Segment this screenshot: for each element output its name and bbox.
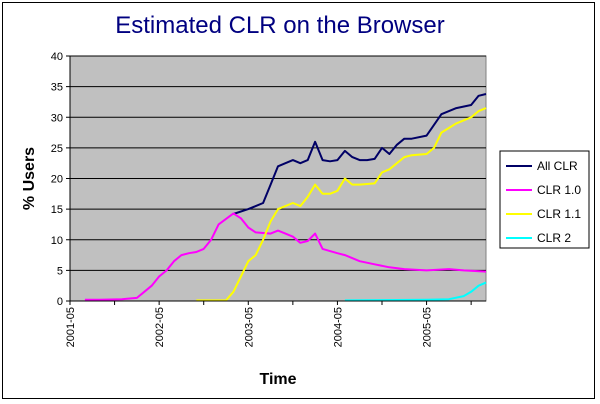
y-tick-label: 10	[51, 235, 63, 247]
legend-label: CLR 1.0	[537, 183, 581, 197]
legend-label: CLR 2	[537, 231, 571, 245]
series-line-clr-1-0	[84, 212, 487, 301]
y-tick-label: 25	[51, 143, 63, 155]
y-tick-label: 0	[57, 296, 63, 308]
x-tick-label: 2005-05	[422, 307, 434, 347]
legend-box	[499, 150, 590, 249]
series-line-clr-2	[344, 281, 487, 302]
y-tick-label: 35	[51, 82, 63, 94]
y-axis-label: % Users	[21, 147, 38, 210]
legend-label: CLR 1.1	[537, 207, 581, 221]
x-tick-label: 2004-05	[332, 307, 344, 347]
y-tick-label: 20	[51, 174, 63, 186]
series-line-clr-1-1	[196, 107, 487, 302]
y-tick-label: 5	[57, 265, 63, 277]
x-tick-label: 2001-05	[65, 307, 77, 347]
y-tick-label: 30	[51, 112, 63, 124]
x-tick-label: 2003-05	[243, 307, 255, 347]
series-line-all-clr	[233, 93, 487, 215]
x-tick-label: 2002-05	[154, 307, 166, 347]
y-tick-label: 40	[51, 51, 63, 63]
legend-label: All CLR	[537, 159, 578, 173]
chart-title: Estimated CLR on the Browser	[115, 12, 445, 39]
y-tick-label: 15	[51, 204, 63, 216]
x-axis-label: Time	[259, 371, 296, 388]
